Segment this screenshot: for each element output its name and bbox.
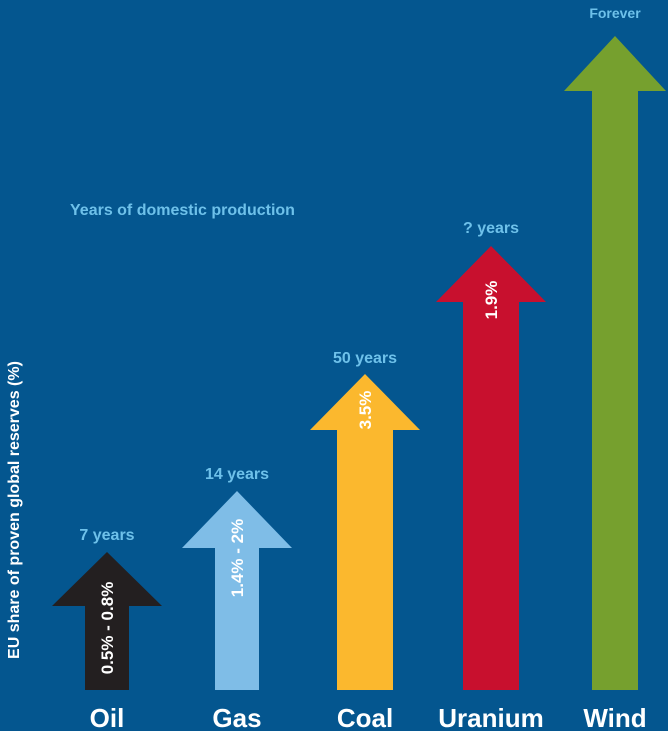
years-label-coal: 50 years	[333, 350, 397, 367]
category-label-uranium: Uranium	[438, 703, 543, 731]
chart-subtitle: Years of domestic production	[70, 202, 295, 219]
share-label-gas: 1.4% - 2%	[228, 519, 247, 597]
category-label-oil: Oil	[90, 703, 125, 731]
share-label-uranium: 1.9%	[482, 281, 501, 320]
share-label-oil: 0.5% - 0.8%	[98, 582, 117, 675]
arrow-uranium	[436, 246, 546, 690]
years-label-oil: 7 years	[79, 527, 134, 544]
arrow-coal	[310, 374, 420, 690]
arrow-gas	[182, 491, 292, 690]
years-label-uranium: ? years	[463, 220, 519, 237]
years-label-wind: Forever	[589, 5, 641, 21]
arrow-oil	[52, 552, 162, 690]
category-label-wind: Wind	[583, 703, 646, 731]
share-label-coal: 3.5%	[356, 391, 375, 430]
years-label-gas: 14 years	[205, 466, 269, 483]
arrow-wind	[564, 36, 666, 690]
category-label-gas: Gas	[212, 703, 261, 731]
category-label-coal: Coal	[337, 703, 393, 731]
